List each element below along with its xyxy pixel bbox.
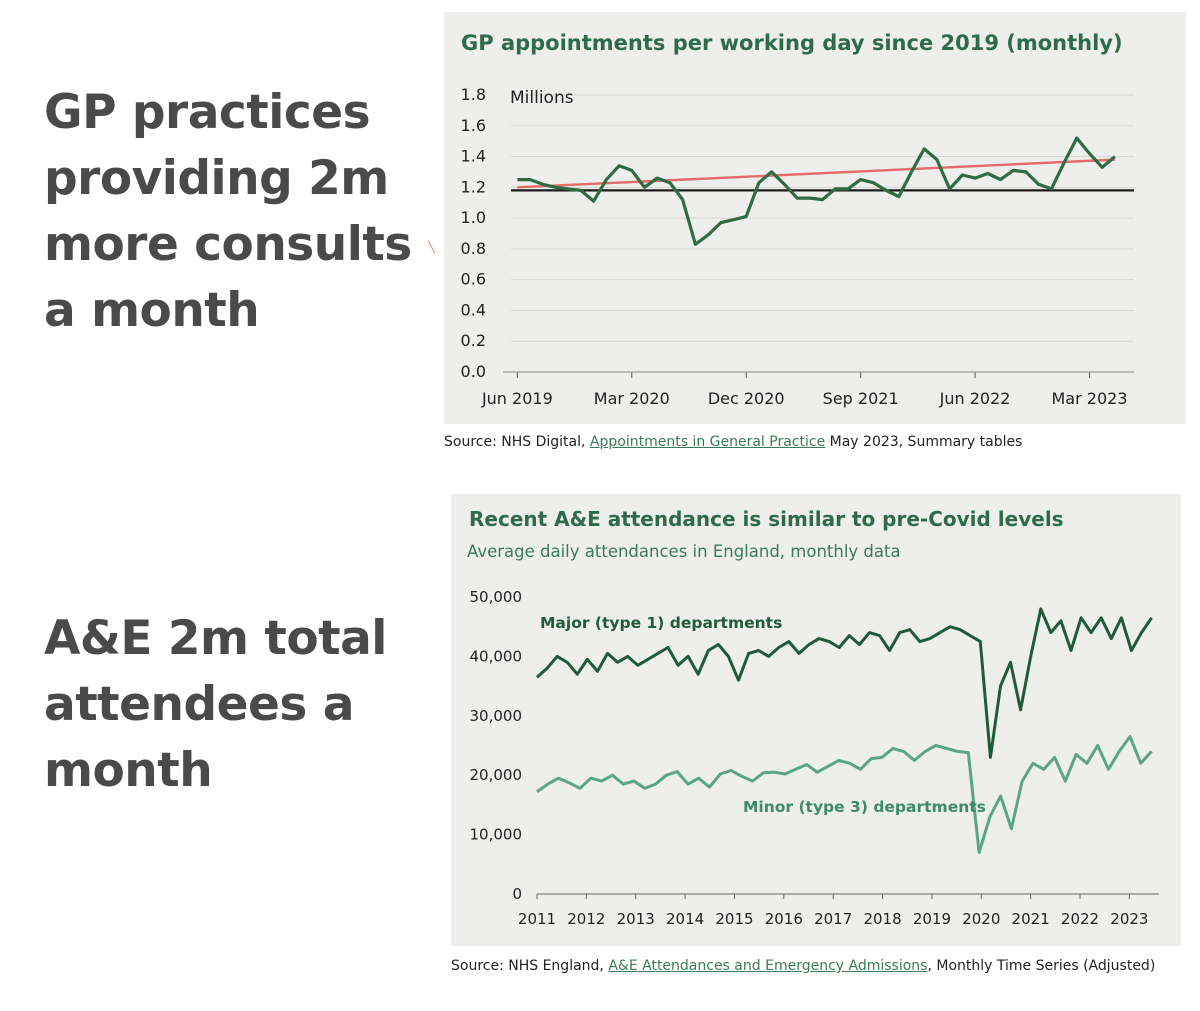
gp-y-tick-label: 0.6	[461, 270, 486, 289]
gp-y-tick-label: 1.4	[461, 147, 486, 166]
gp-source-note: Source: NHS Digital, Appointments in Gen…	[444, 434, 1022, 450]
gp-y-tick-label: 0.8	[461, 239, 486, 258]
ae-x-tick-label: 2022	[1061, 910, 1099, 928]
ae-x-tick-label: 2014	[666, 910, 704, 928]
gp-y-tick-label: 0.2	[461, 331, 486, 350]
headline-gp-practices: GP practices providing 2m more consults …	[44, 85, 412, 338]
ae-x-tick-label: 2013	[617, 910, 655, 928]
ae-x-tick-label: 2019	[913, 910, 951, 928]
gp-trend-line	[517, 158, 1115, 189]
ae-x-tick-label: 2023	[1110, 910, 1148, 928]
ae-major-series-label: Major (type 1) departments	[540, 614, 782, 632]
ae-source-prefix: Source: NHS England,	[451, 958, 609, 974]
gp-x-tick-label: Mar 2020	[594, 389, 670, 408]
ae-y-tick-label: 10,000	[470, 826, 523, 844]
ae-attendance-chart: Recent A&E attendance is similar to pre-…	[451, 494, 1181, 946]
gp-y-axis-label: Millions	[510, 88, 574, 108]
gp-x-tick-label: Sep 2021	[823, 389, 899, 408]
ae-source-note: Source: NHS England, A&E Attendances and…	[451, 958, 1155, 974]
ae-major-series-line	[536, 607, 1153, 759]
gp-y-tick-label: 0.4	[461, 300, 486, 319]
gp-x-tick-label: Jun 2022	[939, 389, 1011, 408]
gp-chart-title: GP appointments per working day since 20…	[461, 31, 1123, 55]
ae-x-tick-label: 2012	[567, 910, 605, 928]
ae-chart-svg: Recent A&E attendance is similar to pre-…	[467, 507, 1159, 928]
ae-source-suffix: , Monthly Time Series (Adjusted)	[927, 958, 1156, 974]
ae-x-tick-label: 2017	[814, 910, 852, 928]
gp-x-tick-label: Dec 2020	[708, 389, 785, 408]
gp-source-link[interactable]: Appointments in General Practice	[589, 434, 826, 450]
ae-x-tick-label: 2021	[1012, 910, 1050, 928]
gp-x-tick-label: Jun 2019	[481, 389, 553, 408]
gp-appointments-series-line	[517, 136, 1116, 246]
ae-x-tick-label: 2015	[715, 910, 753, 928]
ae-source-link[interactable]: A&E Attendances and Emergency Admissions	[608, 958, 928, 974]
ae-y-tick-label: 20,000	[470, 766, 523, 784]
ae-x-tick-label: 2011	[518, 910, 556, 928]
ae-y-tick-label: 40,000	[470, 647, 523, 665]
gp-y-tick-label: 1.6	[461, 116, 486, 135]
ae-y-tick-label: 30,000	[470, 707, 523, 725]
ae-minor-series-label: Minor (type 3) departments	[743, 798, 986, 816]
gp-x-tick-label: Mar 2023	[1052, 389, 1128, 408]
gp-y-tick-label: 0.0	[461, 362, 486, 381]
gp-source-suffix: May 2023, Summary tables	[825, 434, 1023, 450]
headline-ae-attendees: A&E 2m total attendees a month	[44, 611, 387, 798]
gp-appointments-chart: GP appointments per working day since 20…	[444, 12, 1186, 424]
ae-chart-title: Recent A&E attendance is similar to pre-…	[469, 507, 1064, 531]
gp-y-tick-label: 1.2	[461, 177, 486, 196]
ae-minor-series-line	[536, 735, 1153, 854]
ae-x-tick-label: 2020	[962, 910, 1000, 928]
ae-chart-subtitle: Average daily attendances in England, mo…	[467, 542, 901, 561]
ae-x-tick-label: 2018	[863, 910, 901, 928]
ae-x-tick-label: 2016	[765, 910, 803, 928]
gp-source-prefix: Source: NHS Digital,	[444, 434, 590, 450]
gp-y-tick-label: 1.0	[461, 208, 486, 227]
ae-y-tick-label: 50,000	[470, 588, 523, 606]
gp-y-tick-label: 1.8	[461, 85, 486, 104]
gp-chart-svg: GP appointments per working day since 20…	[461, 31, 1134, 408]
stray-red-mark	[427, 240, 436, 254]
ae-y-tick-label: 0	[512, 885, 522, 903]
